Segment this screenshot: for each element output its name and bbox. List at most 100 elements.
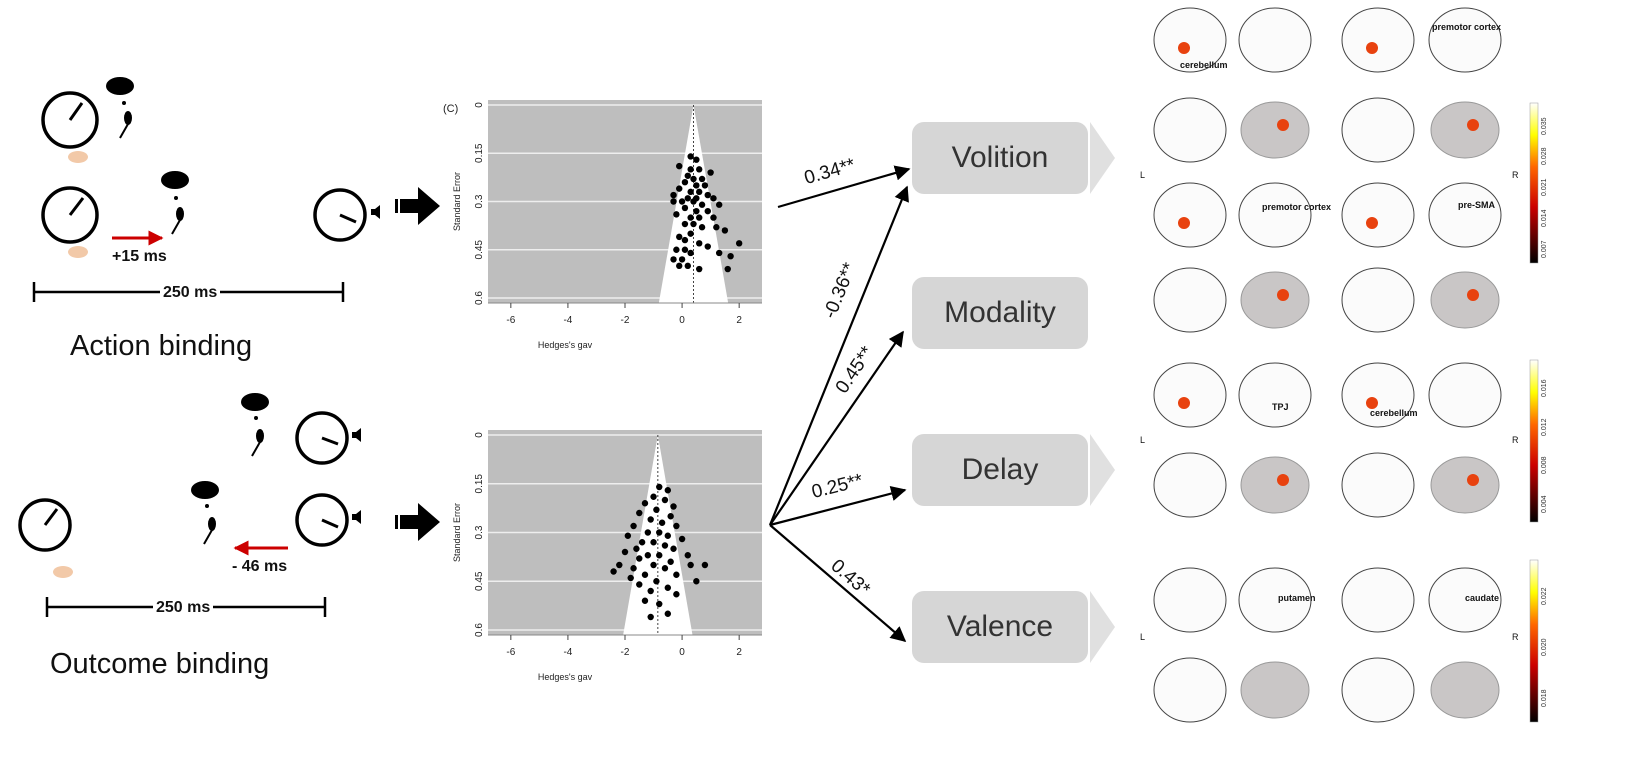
data-point: [690, 175, 697, 183]
data-point: [681, 204, 689, 212]
panel-label: (C): [443, 103, 458, 115]
brain-slice: [1238, 362, 1312, 428]
colorbar: [1529, 359, 1539, 523]
data-point: [636, 581, 643, 588]
brain-render: [1430, 661, 1500, 719]
outcome-shift-label: - 46 ms: [232, 558, 288, 575]
y-tick-label: 0.6: [474, 291, 485, 305]
data-point: [661, 496, 669, 504]
brain-slice: [1341, 97, 1415, 163]
side-right-label: R: [1512, 435, 1519, 445]
speaker-icon: [352, 428, 361, 442]
brain-label: putamen: [1278, 593, 1316, 603]
data-point: [664, 487, 672, 494]
factor-modality: Modality: [912, 277, 1088, 349]
y-tick-label: 0.15: [474, 474, 485, 494]
data-point: [636, 509, 643, 517]
factor-delay: Delay: [912, 434, 1088, 506]
data-point: [701, 182, 709, 189]
activation-blob: [1366, 397, 1378, 409]
brain-render: [1430, 271, 1500, 329]
brain-label: TPJ: [1272, 402, 1289, 412]
data-point: [693, 182, 700, 189]
x-tick-label: -4: [563, 315, 572, 326]
brain-slice: [1341, 182, 1415, 248]
y-tick-label: 0.15: [474, 143, 485, 163]
brain-label: cerebellum: [1180, 60, 1228, 70]
data-point: [673, 591, 680, 598]
colorbar-tick: 0.035: [1541, 117, 1548, 135]
brain-slice: [1238, 567, 1312, 633]
data-point: [661, 542, 669, 549]
brain-slice: [1153, 7, 1227, 73]
colorbar: [1529, 559, 1539, 723]
brain-label: cerebellum: [1370, 408, 1418, 418]
data-point: [661, 565, 669, 572]
data-point: [687, 188, 694, 196]
x-tick-label: -6: [506, 647, 515, 658]
data-point: [678, 256, 686, 263]
data-point: [681, 179, 689, 186]
y-tick-label: 0.45: [474, 240, 485, 260]
data-point: [641, 500, 649, 507]
activation-blob: [1277, 119, 1289, 131]
data-point: [673, 211, 680, 218]
data-point: [681, 220, 689, 228]
data-point: [696, 166, 703, 173]
brain-slice: [1341, 362, 1415, 428]
data-point: [656, 529, 663, 536]
colorbar-tick: 0.012: [1541, 418, 1548, 436]
x-tick-label: -4: [563, 647, 572, 658]
colorbar-tick: 0.021: [1541, 178, 1548, 197]
data-point: [727, 252, 734, 260]
side-left-label: L: [1140, 435, 1146, 445]
brain-slice: [1341, 452, 1415, 518]
data-point: [644, 552, 652, 559]
data-point: [687, 561, 694, 569]
data-point: [678, 198, 686, 205]
path-arrows: [768, 165, 911, 643]
y-tick-label: 0.45: [474, 571, 485, 591]
speaker-icon: [371, 205, 380, 219]
chevron-icon: [1090, 122, 1115, 663]
brain-slice: [1153, 362, 1227, 428]
data-point: [656, 483, 663, 491]
data-point: [715, 201, 723, 208]
activation-blob: [1467, 474, 1479, 486]
brain-slice: [1153, 452, 1227, 518]
brain-slice: [1153, 267, 1227, 333]
data-point: [690, 198, 697, 205]
block-arrow-icon: [395, 187, 440, 541]
y-tick-label: 0.6: [474, 623, 485, 637]
data-point: [687, 249, 694, 257]
clock-icon: [18, 498, 72, 552]
data-point: [633, 545, 640, 552]
data-point: [644, 529, 652, 536]
brain-slice: [1341, 657, 1415, 723]
data-point: [673, 522, 680, 530]
x-tick-label: -2: [621, 315, 630, 326]
data-point: [656, 600, 663, 608]
data-point: [673, 246, 680, 253]
data-point: [667, 558, 674, 565]
brain-slice: [1428, 182, 1502, 248]
activation-blob: [1277, 289, 1289, 301]
activation-blob: [1178, 397, 1190, 409]
data-point: [650, 561, 657, 569]
data-point: [698, 224, 706, 231]
data-point: [650, 539, 657, 546]
side-right-label: R: [1512, 632, 1519, 642]
data-point: [641, 597, 649, 604]
clock-icon: [295, 493, 349, 547]
brain-slice: [1428, 567, 1502, 633]
y-axis-label: Standard Error: [452, 503, 462, 562]
colorbar-tick: 0.020: [1541, 638, 1548, 657]
brain-render: [1430, 101, 1500, 159]
data-point: [696, 188, 703, 196]
brain-slice: [1428, 362, 1502, 428]
data-point: [676, 233, 683, 241]
brain-slice: [1428, 7, 1502, 73]
data-point: [693, 578, 700, 585]
data-point: [664, 532, 672, 539]
data-point: [664, 610, 672, 617]
